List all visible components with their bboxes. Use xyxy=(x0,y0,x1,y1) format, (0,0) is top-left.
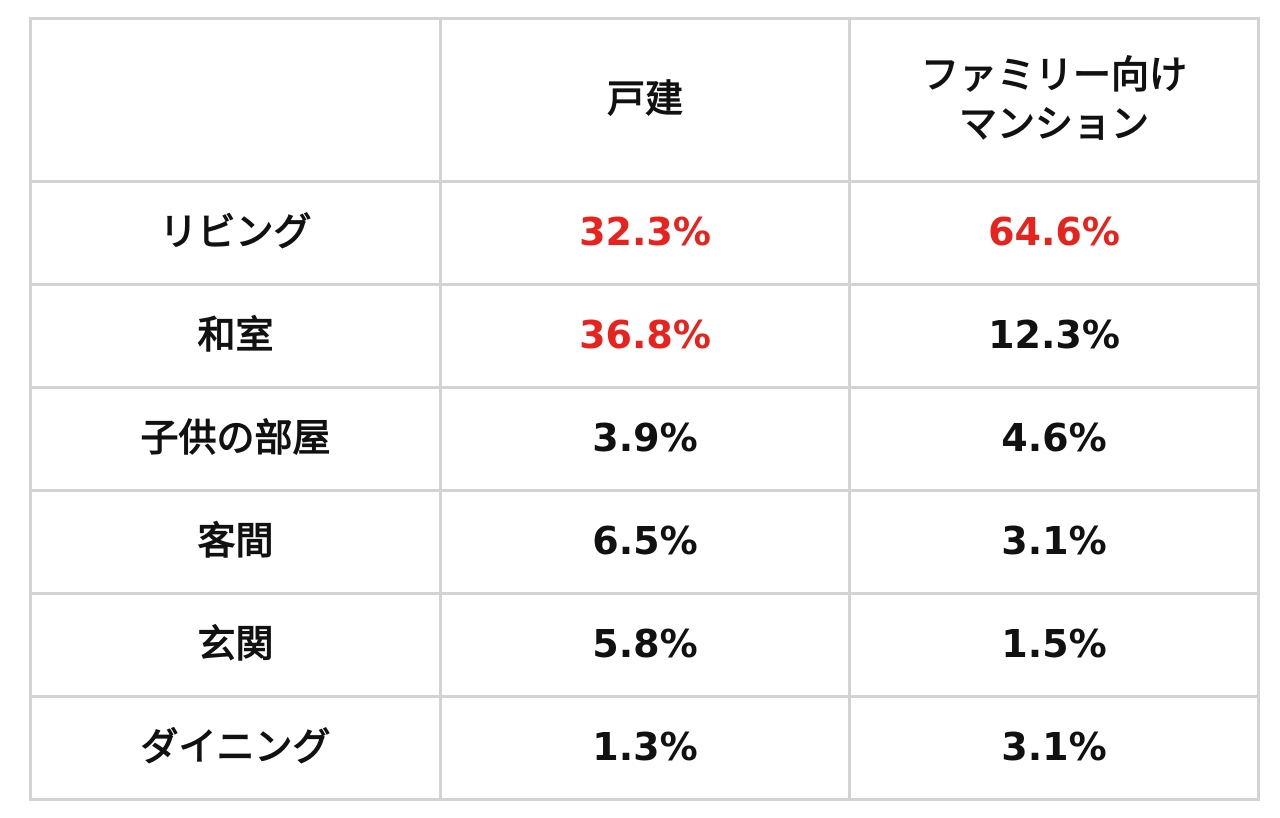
header-cell: 戸建 xyxy=(439,17,851,183)
row-label: 子供の部屋 xyxy=(29,386,442,492)
value-cell: 1.3% xyxy=(439,695,851,801)
header-cell: ファミリー向け マンション xyxy=(848,17,1260,183)
data-row: 客間 6.5% 3.1% xyxy=(29,489,1260,595)
corner-cell xyxy=(29,17,442,183)
value-cell: 6.5% xyxy=(439,489,851,595)
data-row: 和室 36.8% 12.3% xyxy=(29,283,1260,389)
data-row: リビング 32.3% 64.6% xyxy=(29,180,1260,286)
value-cell: 64.6% xyxy=(848,180,1260,286)
value-cell: 12.3% xyxy=(848,283,1260,389)
value-cell: 32.3% xyxy=(439,180,851,286)
comparison-table: 戸建 ファミリー向け マンション リビング 32.3% 64.6% 和室 36.8% 12… xyxy=(29,17,1260,801)
value-cell: 36.8% xyxy=(439,283,851,389)
value-cell: 3.9% xyxy=(439,386,851,492)
data-row: 玄関 5.8% 1.5% xyxy=(29,592,1260,698)
data-row: 子供の部屋 3.9% 4.6% xyxy=(29,386,1260,492)
table-body: 戸建 ファミリー向け マンション リビング 32.3% 64.6% 和室 36.8% 12… xyxy=(29,17,1260,801)
row-label: 客間 xyxy=(29,489,442,595)
value-cell: 1.5% xyxy=(848,592,1260,698)
value-cell: 3.1% xyxy=(848,489,1260,595)
row-label: リビング xyxy=(29,180,442,286)
row-label: 和室 xyxy=(29,283,442,389)
data-row: ダイニング 1.3% 3.1% xyxy=(29,695,1260,801)
row-label: ダイニング xyxy=(29,695,442,801)
header-row: 戸建 ファミリー向け マンション xyxy=(29,17,1260,183)
value-cell: 5.8% xyxy=(439,592,851,698)
row-label: 玄関 xyxy=(29,592,442,698)
value-cell: 3.1% xyxy=(848,695,1260,801)
value-cell: 4.6% xyxy=(848,386,1260,492)
